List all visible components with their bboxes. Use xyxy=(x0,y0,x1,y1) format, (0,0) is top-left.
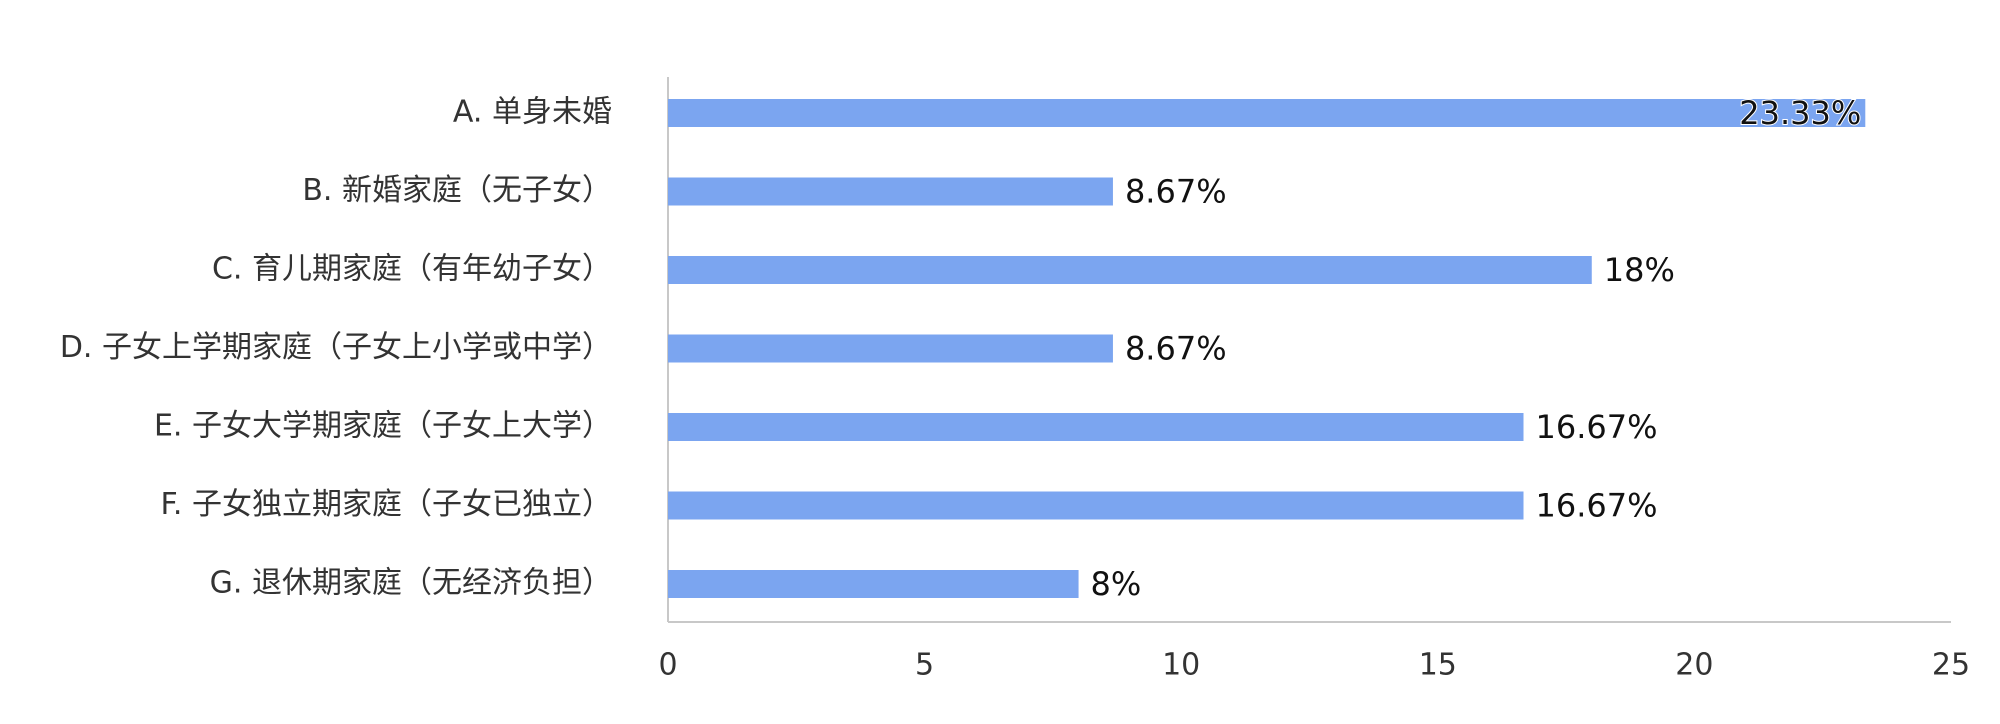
bar xyxy=(668,256,1592,284)
x-tick-label: 0 xyxy=(658,648,677,683)
category-label: E. 子女大学期家庭（子女上大学） xyxy=(154,409,612,444)
bar xyxy=(668,177,1113,206)
category-label: B. 新婚家庭（无子女） xyxy=(302,173,612,208)
bar xyxy=(668,99,1866,127)
category-label: G. 退休期家庭（无经济负担） xyxy=(210,566,612,601)
bar xyxy=(668,413,1524,441)
x-tick-label: 15 xyxy=(1419,648,1457,683)
x-tick-label: 25 xyxy=(1932,648,1970,683)
value-label: 23.33% xyxy=(1739,94,1861,132)
bar xyxy=(668,334,1113,363)
x-tick-label: 20 xyxy=(1675,648,1713,683)
bar xyxy=(668,570,1079,598)
bar xyxy=(668,491,1524,520)
category-label: C. 育儿期家庭（有年幼子女） xyxy=(212,252,612,287)
value-label: 16.67% xyxy=(1536,408,1658,446)
x-tick-label: 10 xyxy=(1162,648,1200,683)
category-label: A. 单身未婚 xyxy=(453,95,612,130)
value-label: 8.67% xyxy=(1125,330,1227,368)
value-label: 8% xyxy=(1091,565,1142,603)
x-tick-label: 5 xyxy=(915,648,934,683)
value-label: 8.67% xyxy=(1125,173,1227,211)
value-label: 16.67% xyxy=(1536,487,1658,525)
category-label: F. 子女独立期家庭（子女已独立） xyxy=(160,487,612,522)
category-label: D. 子女上学期家庭（子女上小学或中学） xyxy=(60,330,612,365)
value-label: 18% xyxy=(1604,251,1675,289)
